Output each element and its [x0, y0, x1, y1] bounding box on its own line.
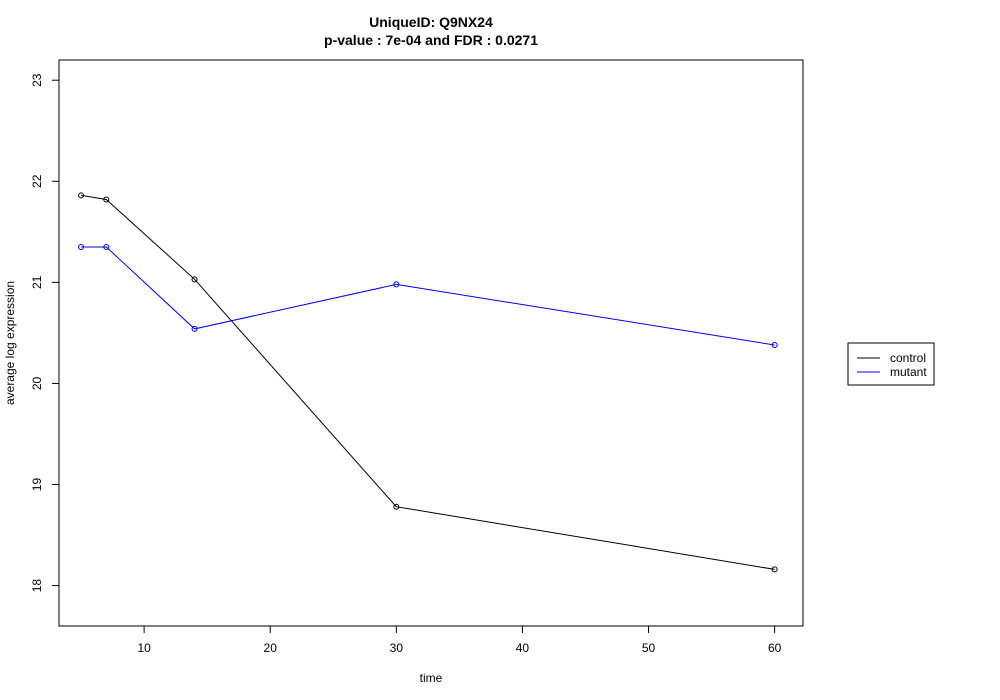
x-tick-label: 50: [642, 641, 656, 655]
x-axis: 10 20 30 40 50 60: [137, 625, 782, 655]
data-point-control: [771, 566, 778, 573]
data-point-mutant: [78, 243, 85, 250]
y-axis: 18 19 20 21 22 23: [30, 73, 60, 593]
data-point-mutant: [393, 281, 400, 288]
y-tick-label: 23: [30, 73, 44, 87]
data-point-mutant: [103, 243, 110, 250]
legend-label-control: control: [890, 351, 926, 365]
data-point-control: [191, 276, 198, 283]
x-tick-label: 10: [137, 641, 151, 655]
data-point-control: [393, 503, 400, 510]
y-tick-label: 18: [30, 579, 44, 593]
data-point-control: [78, 192, 85, 199]
legend-label-mutant: mutant: [890, 365, 927, 379]
series-line-control: [81, 194, 775, 570]
x-tick-label: 60: [768, 641, 782, 655]
series-layer: [78, 192, 778, 573]
series-line-mutant: [81, 246, 775, 346]
y-tick-label: 21: [30, 275, 44, 289]
legend-box: [847, 342, 935, 386]
y-tick-label: 20: [30, 376, 44, 390]
x-tick-label: 30: [390, 641, 404, 655]
chart-title: UniqueID: Q9NX24: [369, 14, 493, 30]
y-axis-label: average log expression: [3, 281, 17, 405]
chart-subtitle: p-value : 7e-04 and FDR : 0.0271: [324, 32, 538, 48]
x-axis-label: time: [420, 671, 443, 685]
data-point-mutant: [771, 342, 778, 349]
y-tick-label: 19: [30, 478, 44, 492]
data-point-mutant: [191, 325, 198, 332]
plot-frame: [58, 59, 804, 627]
x-tick-label: 40: [516, 641, 530, 655]
y-tick-label: 22: [30, 174, 44, 188]
x-tick-label: 20: [264, 641, 278, 655]
data-point-control: [103, 196, 110, 203]
